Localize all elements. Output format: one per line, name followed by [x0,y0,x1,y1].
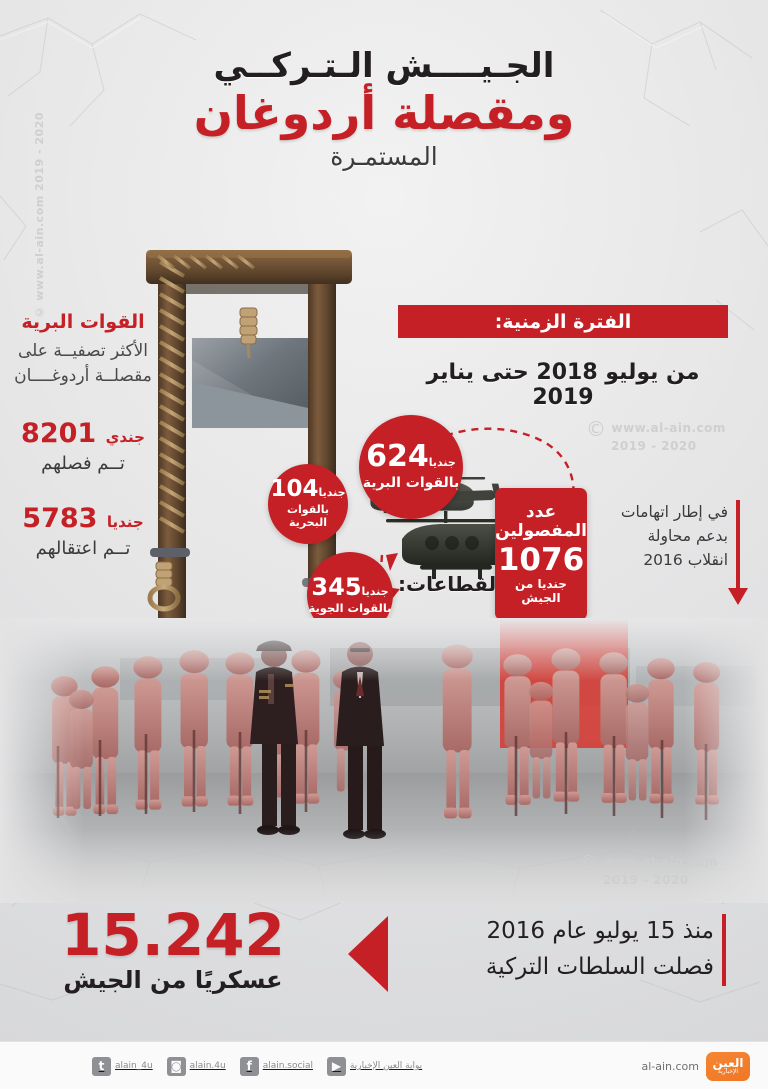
facebook-icon: f [239,1056,259,1076]
al-ain-logo: العين الإخبارية [706,1051,750,1081]
note-down-arrow-icon [728,588,748,605]
summary-number: 15.242 [61,901,285,969]
left-stat-caption-1: تــم اعتقالهم [35,538,131,560]
social-link-facebook[interactable]: f alain.social [239,1056,313,1076]
left-stat-item: جندي 8201 تــم فصلهم [8,416,158,475]
period-value: من يوليو 2018 حتى يناير 2019 [426,360,700,410]
watermark-domain: www.al-ain.com [611,421,726,436]
bubble-land-forces: جنديا624 بالقوات البرية [359,415,463,519]
youtube-handle: بوابة العين الإخبارية [349,1061,423,1071]
social-link-twitter[interactable]: t alain_4u [92,1056,153,1076]
instagram-handle: alain.4u [189,1061,226,1071]
left-panel-heading: القوات البرية [21,311,145,333]
summary-triangle-icon [348,916,388,992]
bubble-land-number: جنديا624 [366,442,456,472]
instagram-icon: ◙ [166,1056,186,1076]
fired-card-title: عدد المفصولين [495,501,587,541]
left-panel-subheading: الأكثر تصفيــة على مقصلــة أردوغــــان [14,340,152,387]
social-link-instagram[interactable]: ◙ alain.4u [166,1056,226,1076]
fired-card-number: 1076 [497,541,585,578]
bubble-land-value: 624 [366,439,429,475]
bubble-navy-number: جنديا104 [270,478,345,501]
bubble-air-unit: جنديا [361,584,389,598]
stat-value-0: 8201 [21,417,97,449]
left-stat-item: جنديا 5783 تــم اعتقالهم [8,501,158,560]
bubble-navy-unit: جنديا [318,486,346,500]
copyright-icon: © [578,851,599,875]
fired-card-subtitle: جنديا من الجيش [515,577,567,606]
title-line-2: ومقصلة أردوغان [193,86,575,141]
sectors-label: القطاعات: [398,572,504,596]
summary-caption: عسكريًا من الجيش [63,966,283,994]
watermark-years: 2019 - 2020 [611,439,697,454]
period-banner: الفترة الزمنية: [398,305,728,338]
fired-count-card: عدد المفصولين 1076 جنديا من الجيش [495,488,587,620]
twitter-icon: t [92,1056,111,1076]
title-line-3: المستمـرة [330,141,438,171]
brand-area[interactable]: al-ain.com العين الإخبارية [641,1051,750,1081]
facebook-handle: alain.social [262,1061,313,1071]
bubble-land-label: بالقوات البرية [362,475,460,492]
stat-value-1: 5783 [22,503,98,535]
brand-url: al-ain.com [641,1059,699,1073]
summary-vertical-rule [722,914,726,986]
bubble-navy-label: بالقوات البحرية [286,503,330,529]
page-title: الجـيــــش الـتـركــي ومقصلة أردوغان الم… [0,46,768,171]
social-links: t alain_4u ◙ alain.4u f alain.social ▶ ب… [92,1056,423,1076]
bubble-land-unit: جنديا [428,456,456,470]
bubble-air-label: بالقوات الجوية [308,600,392,615]
left-stats-panel: القوات البرية الأكثر تصفيــة على مقصلــة… [8,310,158,561]
watermark-domain: www.al-ain.com [603,855,718,870]
erdogan-soldiers-photo [0,618,768,903]
bubble-naval-forces: جنديا104 بالقوات البحرية [268,464,348,544]
footer-bar: t alain_4u ◙ alain.4u f alain.social ▶ ب… [0,1041,768,1089]
stat-unit-1: جنديا [106,513,144,532]
logo-line-2: الإخبارية [717,1068,739,1075]
title-line-1: الجـيــــش الـتـركــي [213,46,555,86]
watermark-lower: © www.al-ain.com 2019 - 2020 [578,852,718,888]
left-stat-caption-0: تــم فصلهم [41,452,125,474]
bubble-air-value: 345 [311,572,362,601]
bubble-navy-value: 104 [270,476,319,503]
copyright-icon: © [586,417,607,441]
logo-line-1: العين [712,1056,744,1070]
youtube-icon: ▶ [326,1056,346,1076]
coup-accusation-note: في إطار اتهامات بدعم محاولة انقلاب 2016 [620,503,728,570]
summary-text: منذ 15 يوليو عام 2016 فصلت السلطات الترك… [485,918,714,980]
note-vertical-rule [736,500,740,590]
summary-band: 15.242 عسكريًا من الجيش منذ 15 يوليو عام… [0,900,768,1012]
bubble-air-number: جنديا345 [311,575,388,599]
watermark-middle: © www.al-ain.com 2019 - 2020 [586,418,726,454]
left-stat-number-0: جندي 8201 [8,416,158,451]
social-link-youtube[interactable]: ▶ بوابة العين الإخبارية [326,1056,423,1076]
left-stat-number-1: جنديا 5783 [8,501,158,536]
stat-unit-0: جندي [105,427,145,446]
watermark-years: 2019 - 2020 [603,873,689,888]
twitter-handle: alain_4u [115,1061,153,1071]
